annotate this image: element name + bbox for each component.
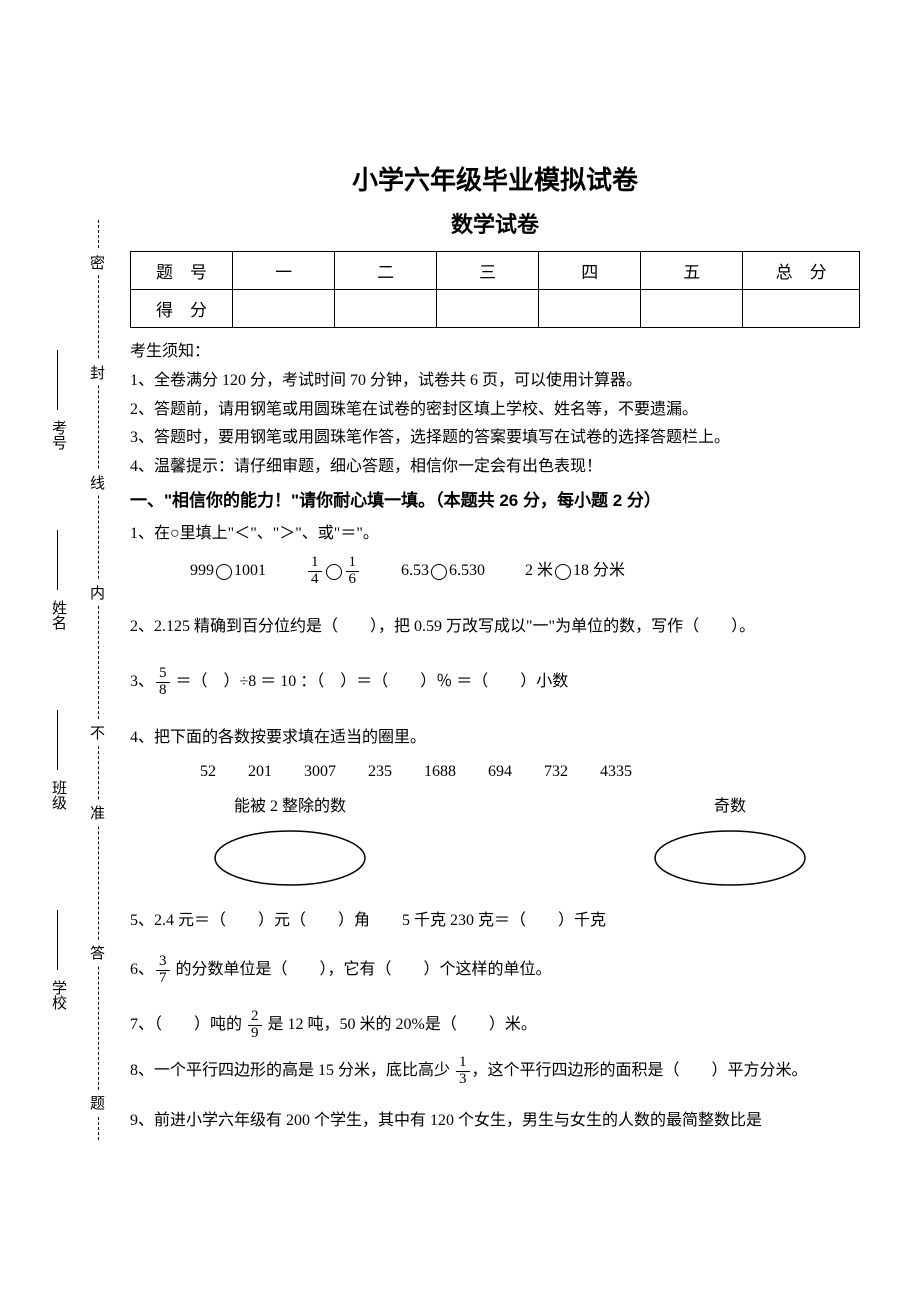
section-1-heading: 一、"相信你的能力！"请你耐心填一填。（本题共 26 分，每小题 2 分） (130, 486, 860, 511)
question-4: 4、把下面的各数按要求填在适当的圈里。 52 201 3007 235 1688… (130, 723, 860, 888)
score-header: 一 (233, 252, 335, 290)
binding-field-school: 学校 (50, 980, 65, 1010)
oval-icon (210, 828, 370, 888)
q1d-right: 18 分米 (573, 562, 625, 579)
score-cell (641, 290, 743, 328)
fraction: 16 (346, 555, 360, 588)
notice-item: 2、答题前，请用钢笔或用圆珠笔在试卷的密封区填上学校、姓名等，不要遗漏。 (130, 396, 860, 425)
q1-items: 999 1001 14 16 6.53 6.530 2 米 18 分米 (130, 555, 860, 588)
score-table: 题 号 一 二 三 四 五 总 分 得 分 (130, 251, 860, 328)
fraction: 14 (308, 555, 322, 588)
score-header: 四 (539, 252, 641, 290)
fraction: 29 (248, 1009, 262, 1042)
q1-stem: 1、在○里填上"＜"、"＞"、或"＝"。 (130, 519, 860, 549)
question-8: 8、一个平行四边形的高是 15 分米，底比高少 13，这个平行四边形的面积是（ … (130, 1055, 860, 1088)
exam-page: 学校 班级 姓名 考号 密 封 线 内 不 准 答 题 小学六年级毕业模拟试卷 … (0, 0, 920, 1302)
seal-char: 不 (90, 720, 105, 745)
notice-title: 考生须知： (130, 338, 860, 367)
score-header: 五 (641, 252, 743, 290)
question-1: 1、在○里填上"＜"、"＞"、或"＝"。 999 1001 14 16 6.53 6.… (130, 519, 860, 588)
seal-dashed-line (98, 220, 99, 1140)
q1a-left: 999 (190, 562, 214, 579)
score-header: 题 号 (131, 252, 233, 290)
seal-char: 准 (90, 800, 105, 825)
fraction: 13 (456, 1055, 470, 1088)
q4-left-label: 能被 2 整除的数 (210, 792, 370, 822)
seal-char: 题 (90, 1090, 105, 1115)
binding-underline (57, 910, 58, 970)
q4-left-group: 能被 2 整除的数 (210, 792, 370, 888)
compare-circle-icon (555, 564, 571, 580)
binding-field-class: 班级 (50, 780, 65, 810)
q6-tail: 的分数单位是（ ），它有（ ）个这样的单位。 (172, 961, 552, 978)
q3-tail: ＝（ ）÷8 ＝ 10 ：（ ）＝（ ）％ ＝（ ）小数 (172, 673, 569, 690)
notice-item: 4、温馨提示：请仔细审题，细心答题，相信你一定会有出色表现！ (130, 453, 860, 482)
q1c-right: 6.530 (449, 562, 485, 579)
binding-field-examno: 考号 (50, 420, 65, 450)
question-9: 9、前进小学六年级有 200 个学生，其中有 120 个女生，男生与女生的人数的… (130, 1106, 860, 1136)
score-cell (743, 290, 860, 328)
seal-char: 线 (90, 470, 105, 495)
seal-char: 封 (90, 360, 105, 385)
question-6: 6、37 的分数单位是（ ），它有（ ）个这样的单位。 (130, 954, 860, 987)
seal-char: 答 (90, 940, 105, 965)
score-header: 总 分 (743, 252, 860, 290)
binding-underline (57, 710, 58, 770)
question-3: 3、58 ＝（ ）÷8 ＝ 10 ：（ ）＝（ ）％ ＝（ ）小数 (130, 666, 860, 699)
binding-underline (57, 530, 58, 590)
q4-stem: 4、把下面的各数按要求填在适当的圈里。 (130, 723, 860, 753)
q7-pre: 7、（ ）吨的 (130, 1016, 246, 1033)
compare-circle-icon (431, 564, 447, 580)
q3-prefix: 3、 (130, 673, 154, 690)
table-row: 得 分 (131, 290, 860, 328)
seal-char: 内 (90, 580, 105, 605)
question-2: 2、2.125 精确到百分位约是（ ），把 0.59 万改写成以"一"为单位的数… (130, 612, 860, 642)
q4-right-group: 奇数 (650, 792, 810, 888)
fraction: 37 (156, 954, 170, 987)
instructions-block: 考生须知： 1、全卷满分 120 分，考试时间 70 分钟，试卷共 6 页，可以… (130, 338, 860, 482)
notice-item: 1、全卷满分 120 分，考试时间 70 分钟，试卷共 6 页，可以使用计算器。 (130, 367, 860, 396)
oval-icon (650, 828, 810, 888)
notice-item: 3、答题时，要用钢笔或用圆珠笔作答，选择题的答案要填写在试卷的选择答题栏上。 (130, 424, 860, 453)
binding-field-name: 姓名 (50, 600, 65, 630)
score-cell (335, 290, 437, 328)
score-row-label: 得 分 (131, 290, 233, 328)
binding-underline (57, 350, 58, 410)
score-cell (437, 290, 539, 328)
exam-title: 小学六年级毕业模拟试卷 (130, 160, 860, 197)
q4-ovals: 能被 2 整除的数 奇数 (130, 792, 860, 888)
question-7: 7、（ ）吨的 29 是 12 吨，50 米的 20%是（ ）米。 (130, 1009, 860, 1042)
score-cell (539, 290, 641, 328)
q8-pre: 8、一个平行四边形的高是 15 分米，底比高少 (130, 1062, 454, 1079)
exam-subtitle: 数学试卷 (130, 207, 860, 239)
q6-pre: 6、 (130, 961, 154, 978)
score-header: 三 (437, 252, 539, 290)
q1a-right: 1001 (234, 562, 266, 579)
table-row: 题 号 一 二 三 四 五 总 分 (131, 252, 860, 290)
q1c-left: 6.53 (401, 562, 429, 579)
compare-circle-icon (216, 564, 232, 580)
score-cell (233, 290, 335, 328)
seal-char: 密 (90, 250, 105, 275)
fraction: 58 (156, 666, 170, 699)
score-header: 二 (335, 252, 437, 290)
binding-strip: 学校 班级 姓名 考号 密 封 线 内 不 准 答 题 (50, 220, 110, 1140)
q8-tail: ，这个平行四边形的面积是（ ）平方分米。 (472, 1062, 808, 1079)
question-5: 5、2.4 元＝（ ）元（ ）角 5 千克 230 克＝（ ）千克 (130, 906, 860, 936)
q4-numbers: 52 201 3007 235 1688 694 732 4335 (130, 757, 860, 787)
q7-tail: 是 12 吨，50 米的 20%是（ ）米。 (264, 1016, 537, 1033)
q1d-left: 2 米 (525, 562, 553, 579)
q4-right-label: 奇数 (650, 792, 810, 822)
compare-circle-icon (326, 564, 342, 580)
